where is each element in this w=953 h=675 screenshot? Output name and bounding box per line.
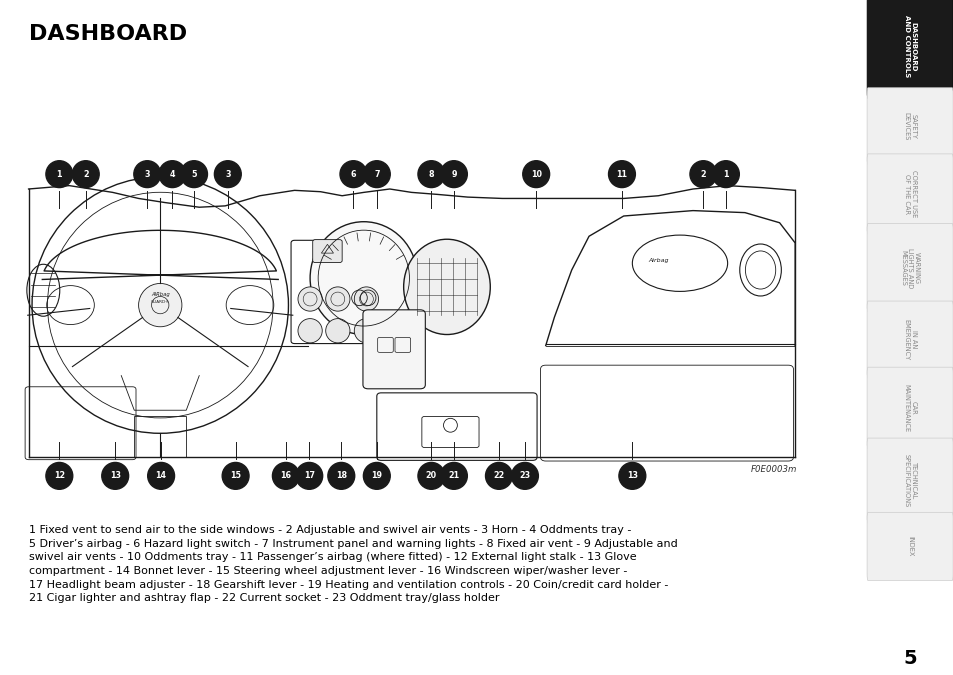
Ellipse shape	[363, 462, 390, 489]
Ellipse shape	[618, 462, 645, 489]
Text: 16: 16	[280, 471, 291, 481]
Ellipse shape	[339, 161, 367, 188]
FancyBboxPatch shape	[313, 240, 342, 263]
Text: 17: 17	[303, 471, 314, 481]
Text: 13: 13	[110, 471, 121, 481]
FancyBboxPatch shape	[866, 367, 952, 449]
Ellipse shape	[148, 462, 174, 489]
Ellipse shape	[325, 287, 350, 311]
Text: 10: 10	[530, 169, 541, 179]
Text: 4: 4	[170, 169, 175, 179]
Text: CORRECT USE
OF THE CAR: CORRECT USE OF THE CAR	[902, 171, 916, 217]
Ellipse shape	[133, 161, 160, 188]
Text: 1 Fixed vent to send air to the side windows - 2 Adjustable and swivel air vents: 1 Fixed vent to send air to the side win…	[29, 525, 677, 603]
Text: 5: 5	[192, 169, 196, 179]
Text: 23: 23	[518, 471, 530, 481]
Ellipse shape	[363, 161, 390, 188]
FancyBboxPatch shape	[866, 154, 952, 234]
FancyBboxPatch shape	[866, 88, 952, 165]
Text: 11: 11	[616, 169, 627, 179]
FancyBboxPatch shape	[866, 512, 952, 580]
Ellipse shape	[608, 161, 635, 188]
Ellipse shape	[440, 462, 467, 489]
FancyBboxPatch shape	[866, 223, 952, 312]
Ellipse shape	[222, 462, 249, 489]
Ellipse shape	[180, 161, 207, 188]
Text: 2: 2	[83, 169, 89, 179]
Text: INDEX: INDEX	[906, 536, 912, 557]
Text: 19: 19	[371, 471, 382, 481]
Ellipse shape	[297, 287, 322, 311]
Ellipse shape	[214, 161, 241, 188]
Ellipse shape	[485, 462, 512, 489]
FancyBboxPatch shape	[866, 0, 952, 99]
Text: 9: 9	[451, 169, 456, 179]
FancyBboxPatch shape	[866, 438, 952, 523]
Text: 21: 21	[448, 471, 459, 481]
Text: 20: 20	[425, 471, 436, 481]
Text: 8: 8	[428, 169, 434, 179]
Ellipse shape	[354, 287, 378, 311]
Text: 7: 7	[374, 169, 379, 179]
Ellipse shape	[295, 462, 322, 489]
Ellipse shape	[310, 221, 417, 335]
Ellipse shape	[273, 462, 299, 489]
Ellipse shape	[440, 161, 467, 188]
Text: 6: 6	[351, 169, 355, 179]
Text: Airbag: Airbag	[647, 258, 668, 263]
Text: CAR
MAINTENANCE: CAR MAINTENANCE	[902, 384, 916, 432]
Text: WARNING
LIGHTS AND
MESSAGES: WARNING LIGHTS AND MESSAGES	[900, 248, 919, 288]
Text: 13: 13	[626, 471, 638, 481]
Text: IN AN
EMERGENCY: IN AN EMERGENCY	[902, 319, 916, 360]
Text: 22: 22	[493, 471, 504, 481]
Ellipse shape	[102, 462, 129, 489]
Ellipse shape	[417, 161, 444, 188]
Ellipse shape	[72, 161, 99, 188]
Text: 15: 15	[230, 471, 241, 481]
Text: SAFETY
DEVICES: SAFETY DEVICES	[902, 112, 916, 140]
Text: GUARD®: GUARD®	[151, 300, 170, 304]
Ellipse shape	[328, 462, 355, 489]
FancyBboxPatch shape	[362, 310, 425, 389]
Ellipse shape	[712, 161, 739, 188]
Ellipse shape	[417, 462, 444, 489]
Ellipse shape	[354, 319, 378, 343]
Ellipse shape	[522, 161, 549, 188]
Ellipse shape	[138, 284, 182, 327]
Ellipse shape	[159, 161, 186, 188]
Text: F0E0003m: F0E0003m	[750, 465, 796, 474]
Text: 12: 12	[53, 471, 65, 481]
Ellipse shape	[46, 161, 72, 188]
Text: 3: 3	[225, 169, 231, 179]
Ellipse shape	[325, 319, 350, 343]
Text: 2: 2	[700, 169, 705, 179]
Ellipse shape	[297, 319, 322, 343]
Ellipse shape	[511, 462, 537, 489]
Text: AIRbag: AIRbag	[151, 292, 170, 298]
Text: 1: 1	[56, 169, 62, 179]
Text: DASHBOARD: DASHBOARD	[29, 24, 187, 44]
Text: TECHNICAL
SPECIFICATIONS: TECHNICAL SPECIFICATIONS	[902, 454, 916, 507]
Text: 3: 3	[144, 169, 150, 179]
Text: 1: 1	[722, 169, 728, 179]
Text: DASHBOARD
AND CONTROLS: DASHBOARD AND CONTROLS	[902, 16, 916, 78]
Ellipse shape	[689, 161, 716, 188]
Text: 5: 5	[902, 649, 916, 668]
FancyBboxPatch shape	[866, 301, 952, 378]
Text: 18: 18	[335, 471, 347, 481]
Ellipse shape	[46, 462, 72, 489]
Ellipse shape	[403, 239, 490, 335]
Text: 14: 14	[155, 471, 167, 481]
